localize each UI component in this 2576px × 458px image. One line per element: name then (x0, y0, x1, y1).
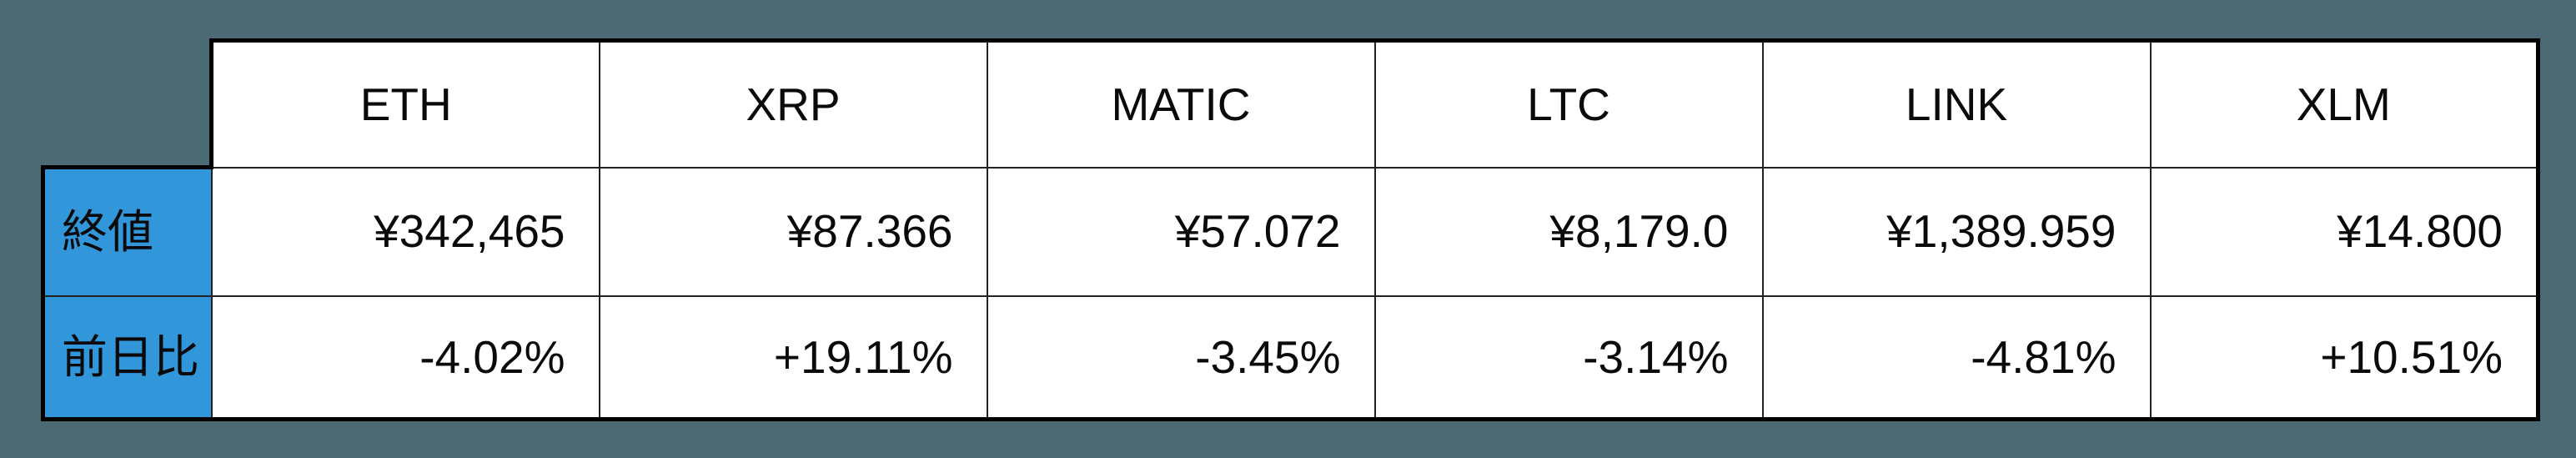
column-header-ltc: LTC (1373, 38, 1764, 169)
column-header-eth: ETH (209, 38, 600, 169)
column-header-xrp: XRP (598, 38, 988, 169)
day-change-matic: -3.45% (986, 294, 1376, 421)
crypto-price-table: ETH XRP MATIC LTC LINK XLM 終値 ¥342,465 ¥… (41, 38, 2540, 421)
column-header-link: LINK (1761, 38, 2152, 169)
column-header-matic: MATIC (986, 38, 1376, 169)
closing-price-matic: ¥57.072 (986, 166, 1376, 297)
day-change-xrp: +19.11% (598, 294, 988, 421)
row-label-day-change: 前日比 (41, 294, 213, 421)
closing-price-eth: ¥342,465 (210, 166, 600, 297)
day-change-ltc: -3.14% (1373, 294, 1764, 421)
closing-price-ltc: ¥8,179.0 (1373, 166, 1764, 297)
closing-price-xlm: ¥14.800 (2149, 166, 2540, 297)
closing-price-row: 終値 ¥342,465 ¥87.366 ¥57.072 ¥8,179.0 ¥1,… (41, 165, 2540, 297)
day-change-link: -4.81% (1761, 294, 2152, 421)
day-change-row: 前日比 -4.02% +19.11% -3.45% -3.14% -4.81% … (41, 294, 2540, 421)
row-label-closing-price: 終値 (41, 165, 213, 297)
day-change-xlm: +10.51% (2149, 294, 2540, 421)
day-change-eth: -4.02% (210, 294, 600, 421)
column-header-xlm: XLM (2149, 38, 2540, 169)
table-corner-spacer (43, 41, 212, 168)
closing-price-link: ¥1,389.959 (1761, 166, 2152, 297)
closing-price-xrp: ¥87.366 (598, 166, 988, 297)
table-header-row: ETH XRP MATIC LTC LINK XLM (43, 38, 2540, 169)
